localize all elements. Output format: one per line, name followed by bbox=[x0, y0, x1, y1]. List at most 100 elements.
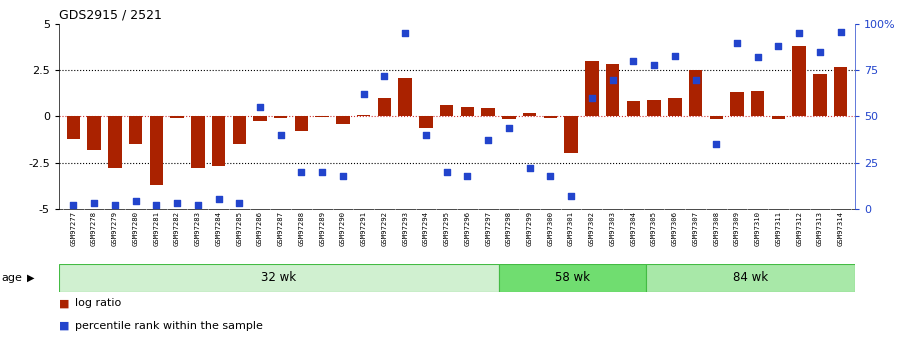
Bar bbox=[523, 113, 537, 117]
Text: GSM97288: GSM97288 bbox=[299, 211, 304, 246]
Text: GSM97314: GSM97314 bbox=[838, 211, 843, 246]
Point bbox=[440, 169, 454, 175]
Bar bbox=[647, 100, 661, 117]
Bar bbox=[212, 117, 225, 166]
Point bbox=[211, 197, 225, 202]
Point bbox=[626, 58, 641, 64]
Text: 84 wk: 84 wk bbox=[733, 271, 768, 284]
Point bbox=[377, 73, 392, 79]
Text: GSM97294: GSM97294 bbox=[423, 211, 429, 246]
Point bbox=[232, 200, 246, 206]
Point bbox=[336, 173, 350, 178]
Text: GSM97277: GSM97277 bbox=[71, 211, 76, 246]
Text: GSM97312: GSM97312 bbox=[796, 211, 802, 246]
Point bbox=[668, 53, 682, 58]
Bar bbox=[253, 117, 267, 121]
Point bbox=[689, 77, 703, 82]
Text: GSM97313: GSM97313 bbox=[817, 211, 823, 246]
Bar bbox=[191, 117, 205, 168]
Point bbox=[605, 77, 620, 82]
Text: GSM97283: GSM97283 bbox=[195, 211, 201, 246]
Text: GSM97293: GSM97293 bbox=[402, 211, 408, 246]
Point bbox=[129, 199, 143, 204]
Bar bbox=[129, 117, 142, 144]
Point bbox=[729, 40, 744, 45]
Bar bbox=[689, 70, 702, 117]
Point bbox=[170, 200, 185, 206]
Text: GSM97286: GSM97286 bbox=[257, 211, 263, 246]
Point bbox=[66, 202, 81, 208]
Text: GDS2915 / 2521: GDS2915 / 2521 bbox=[59, 9, 162, 22]
Point bbox=[585, 95, 599, 101]
Point bbox=[357, 91, 371, 97]
Text: 58 wk: 58 wk bbox=[555, 271, 590, 284]
Text: ▶: ▶ bbox=[27, 273, 34, 283]
Point bbox=[460, 173, 474, 178]
Bar bbox=[481, 108, 495, 117]
Point bbox=[792, 31, 806, 36]
Bar bbox=[710, 117, 723, 119]
Text: GSM97304: GSM97304 bbox=[630, 211, 636, 246]
Bar bbox=[59, 264, 499, 292]
Bar bbox=[337, 117, 349, 124]
Text: GSM97285: GSM97285 bbox=[236, 211, 243, 246]
Text: GSM97295: GSM97295 bbox=[443, 211, 450, 246]
Bar bbox=[108, 117, 121, 168]
Text: GSM97289: GSM97289 bbox=[319, 211, 325, 246]
Point bbox=[398, 31, 413, 36]
Point bbox=[564, 193, 578, 199]
Text: GSM97311: GSM97311 bbox=[776, 211, 782, 246]
Bar bbox=[67, 117, 80, 139]
Text: log ratio: log ratio bbox=[75, 298, 121, 308]
Text: GSM97300: GSM97300 bbox=[548, 211, 553, 246]
Bar bbox=[668, 98, 681, 117]
Point bbox=[771, 43, 786, 49]
Text: GSM97278: GSM97278 bbox=[91, 211, 97, 246]
Bar bbox=[170, 117, 184, 118]
Bar bbox=[295, 117, 309, 131]
Point bbox=[315, 169, 329, 175]
Point bbox=[501, 125, 516, 130]
Point bbox=[252, 105, 267, 110]
Text: ■: ■ bbox=[59, 298, 70, 308]
Bar bbox=[751, 91, 765, 117]
Text: ■: ■ bbox=[59, 321, 70, 331]
Point bbox=[709, 141, 723, 147]
Bar bbox=[502, 117, 516, 119]
Text: GSM97309: GSM97309 bbox=[734, 211, 740, 246]
Point bbox=[543, 173, 557, 178]
Bar bbox=[233, 117, 246, 144]
Bar bbox=[357, 115, 370, 117]
Point bbox=[191, 202, 205, 208]
Bar bbox=[814, 74, 826, 117]
Text: GSM97282: GSM97282 bbox=[174, 211, 180, 246]
Bar bbox=[149, 117, 163, 185]
Text: GSM97287: GSM97287 bbox=[278, 211, 284, 246]
Text: GSM97310: GSM97310 bbox=[755, 211, 761, 246]
Bar bbox=[377, 98, 391, 117]
Text: GSM97301: GSM97301 bbox=[568, 211, 574, 246]
Text: GSM97296: GSM97296 bbox=[464, 211, 471, 246]
Point bbox=[813, 49, 827, 55]
Text: 32 wk: 32 wk bbox=[262, 271, 297, 284]
Bar bbox=[544, 117, 557, 118]
Bar bbox=[834, 67, 847, 117]
Bar bbox=[499, 264, 645, 292]
Bar bbox=[565, 117, 577, 153]
Bar bbox=[730, 92, 744, 117]
Text: percentile rank within the sample: percentile rank within the sample bbox=[75, 321, 263, 331]
Bar bbox=[440, 105, 453, 117]
Text: GSM97298: GSM97298 bbox=[506, 211, 512, 246]
Bar bbox=[645, 264, 855, 292]
Text: GSM97291: GSM97291 bbox=[361, 211, 367, 246]
Bar bbox=[626, 101, 640, 117]
Text: GSM97305: GSM97305 bbox=[651, 211, 657, 246]
Bar bbox=[398, 78, 412, 117]
Text: GSM97297: GSM97297 bbox=[485, 211, 491, 246]
Text: GSM97307: GSM97307 bbox=[692, 211, 699, 246]
Point bbox=[273, 132, 288, 138]
Text: GSM97292: GSM97292 bbox=[381, 211, 387, 246]
Bar bbox=[461, 107, 474, 117]
Point bbox=[522, 165, 537, 171]
Text: GSM97279: GSM97279 bbox=[112, 211, 118, 246]
